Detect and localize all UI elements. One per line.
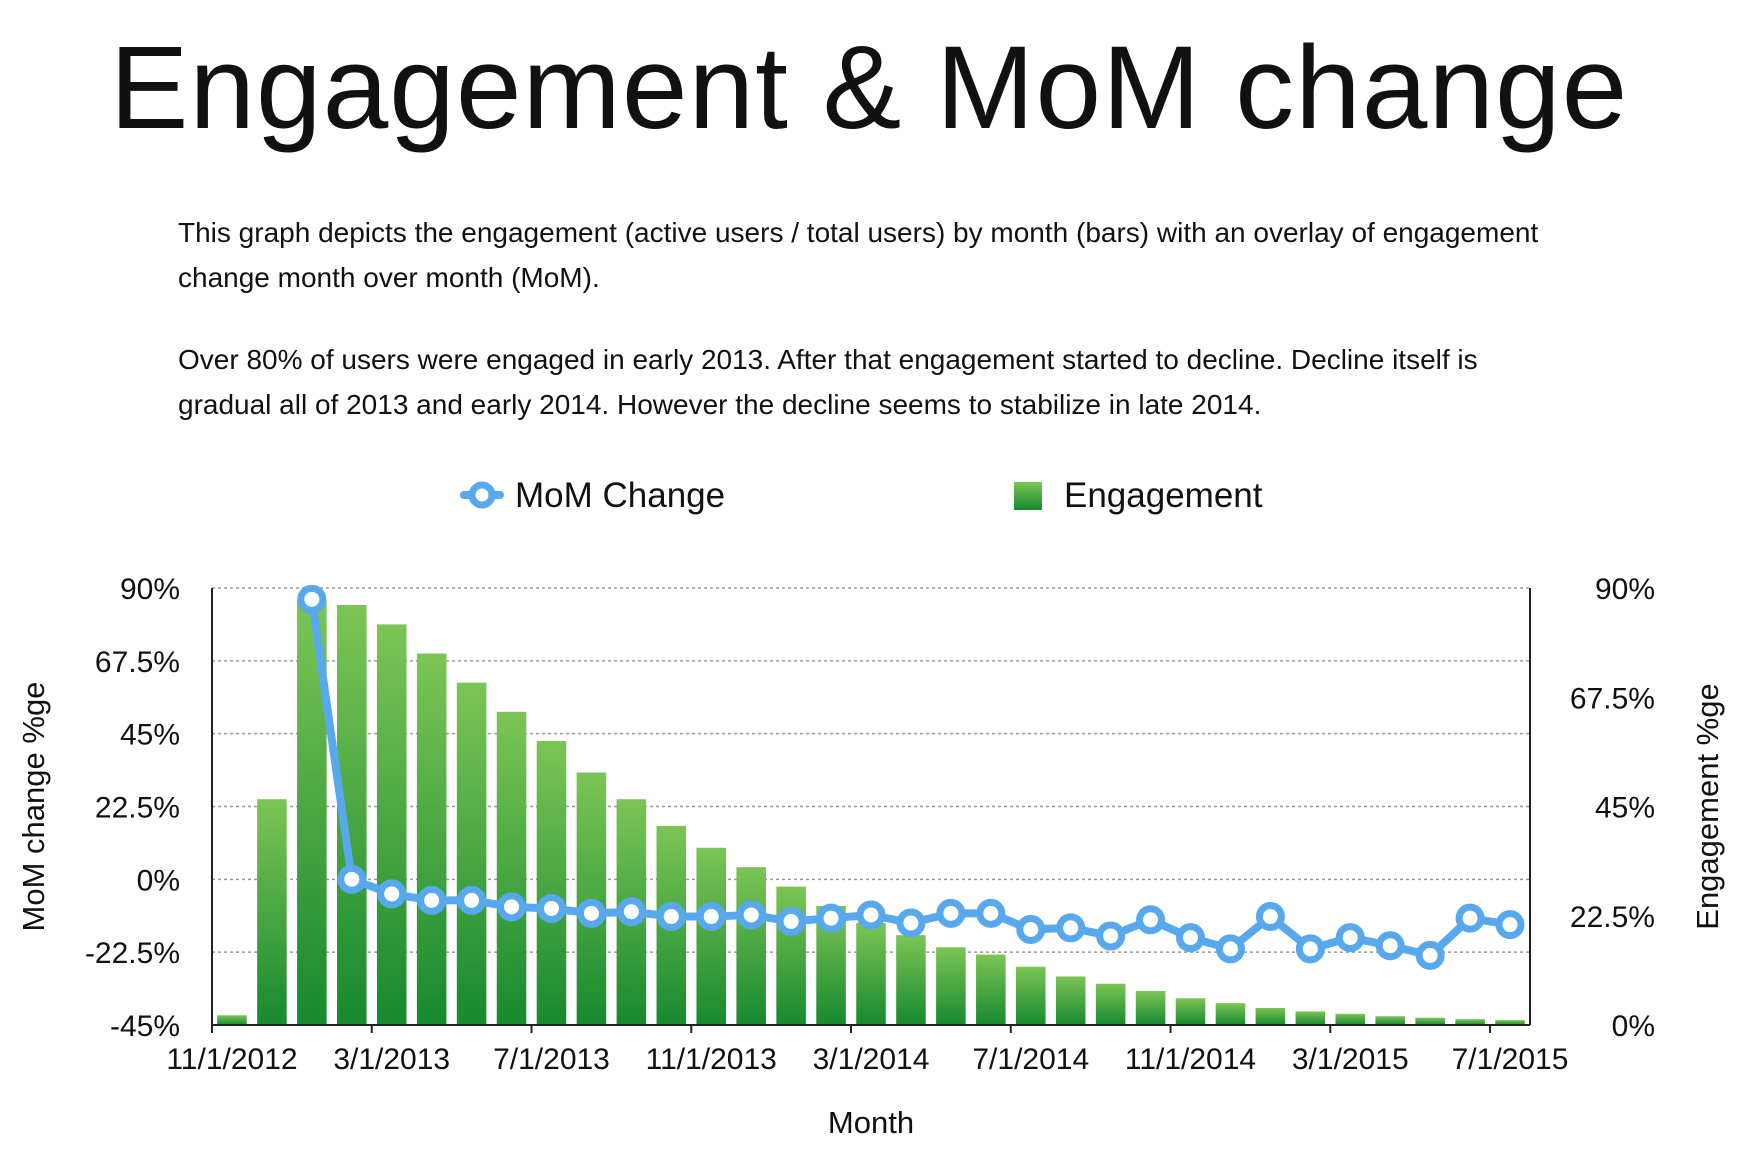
axes [211, 588, 1531, 1033]
engagement-bar [576, 772, 607, 1025]
mom-point [736, 900, 766, 930]
mom-point [656, 902, 686, 932]
right-tick-label: 22.5% [1570, 901, 1655, 934]
engagement-bar [1215, 1003, 1246, 1025]
engagement-bar [536, 740, 567, 1025]
mom-point [576, 898, 606, 928]
engagement-bar [696, 847, 727, 1025]
mom-point [1335, 923, 1365, 953]
x-tick-label: 7/1/2014 [972, 1043, 1089, 1076]
mom-point [776, 906, 806, 936]
description-paragraph-2: Over 80% of users were engaged in early … [178, 344, 1478, 420]
mom-point [297, 584, 327, 614]
engagement-bar [1455, 1019, 1485, 1025]
right-tick-label: 90% [1595, 573, 1655, 606]
mom-point [616, 897, 646, 927]
mom-point [1295, 934, 1325, 964]
engagement-bar [1055, 976, 1086, 1025]
legend: MoM Change Engagement [460, 476, 1263, 515]
left-axis-title: MoM change %ge [16, 682, 51, 932]
engagement-bar [1015, 966, 1046, 1025]
legend-label-mom: MoM Change [515, 476, 725, 515]
engagement-bar [736, 867, 766, 1025]
mom-point [1136, 905, 1166, 935]
legend-swatch-icon [1014, 482, 1042, 510]
chart-title: Engagement & MoM change [109, 22, 1629, 154]
left-tick-label: 0% [137, 864, 180, 897]
engagement-bar [217, 1015, 247, 1025]
mom-point [816, 903, 846, 933]
right-axis-title: Engagement %ge [1690, 683, 1725, 929]
mom-point [696, 902, 726, 932]
engagement-bar [1135, 991, 1166, 1025]
left-tick-label: -45% [110, 1010, 180, 1043]
left-tick-label: 67.5% [95, 646, 180, 679]
mom-point [536, 893, 566, 923]
mom-point [337, 864, 367, 894]
mom-point [1215, 934, 1245, 964]
x-tick-label: 11/1/2014 [1125, 1043, 1256, 1076]
engagement-bar [456, 682, 487, 1025]
right-tick-label: 0% [1612, 1010, 1655, 1043]
mom-point [976, 898, 1006, 928]
right-tick-label: 45% [1595, 792, 1655, 825]
engagement-bar [1415, 1017, 1445, 1025]
x-axis-title: Month [828, 1105, 914, 1140]
mom-point [1176, 923, 1206, 953]
engagement-bar [1175, 998, 1206, 1025]
engagement-bar [1255, 1008, 1286, 1025]
x-tick-label: 11/1/2013 [646, 1043, 777, 1076]
engagement-bar [856, 923, 886, 1025]
mom-point [1096, 921, 1126, 951]
mom-point [497, 892, 527, 922]
mom-line-path [307, 595, 1515, 960]
engagement-bar [896, 935, 926, 1025]
mom-point [896, 908, 926, 938]
mom-point [936, 898, 966, 928]
mom-point [856, 900, 886, 930]
bars [217, 600, 1525, 1025]
x-tick-label: 7/1/2013 [493, 1043, 610, 1076]
left-tick-label: -22.5% [85, 937, 180, 970]
mom-point [1415, 940, 1445, 970]
engagement-bar [936, 947, 966, 1025]
legend-item-engagement: Engagement [1014, 476, 1263, 515]
engagement-bar [376, 624, 407, 1025]
engagement-bar [1335, 1013, 1366, 1025]
legend-marker-icon [468, 481, 496, 509]
mom-point [1255, 902, 1285, 932]
x-tick-label: 3/1/2015 [1292, 1043, 1409, 1076]
x-tick-label: 3/1/2014 [813, 1043, 930, 1076]
right-tick-label: 67.5% [1570, 682, 1655, 715]
mom-point [1455, 903, 1485, 933]
left-tick-label: 90% [120, 573, 180, 606]
mom-point [1495, 910, 1525, 940]
description-paragraph-1: This graph depicts the engagement (activ… [178, 217, 1539, 293]
left-tick-label: 22.5% [95, 792, 180, 825]
x-tick-label: 11/1/2012 [166, 1043, 297, 1076]
engagement-bar [1095, 983, 1126, 1025]
mom-point [1056, 913, 1086, 943]
engagement-bar [1295, 1011, 1326, 1025]
mom-point [417, 885, 447, 915]
mom-point [457, 885, 487, 915]
engagement-bar [496, 711, 527, 1025]
engagement-bar [1375, 1016, 1405, 1025]
mom-point [1375, 931, 1405, 961]
engagement-bar [257, 799, 287, 1025]
legend-item-mom: MoM Change [460, 476, 725, 515]
mom-point [377, 879, 407, 909]
axis-labels: 90% 67.5% 45% 22.5% 0% -22.5% -45% 90% 67.5% 45% 2… [16, 573, 1725, 1140]
engagement-bar [416, 653, 447, 1025]
engagement-bar [1495, 1020, 1525, 1025]
x-tick-label: 7/1/2015 [1452, 1043, 1569, 1076]
mom-point [1016, 915, 1046, 945]
legend-label-engagement: Engagement [1064, 476, 1263, 515]
x-tick-label: 3/1/2013 [333, 1043, 450, 1076]
left-tick-label: 45% [120, 719, 180, 752]
engagement-bar [976, 954, 1006, 1025]
mom-line [297, 584, 1525, 970]
